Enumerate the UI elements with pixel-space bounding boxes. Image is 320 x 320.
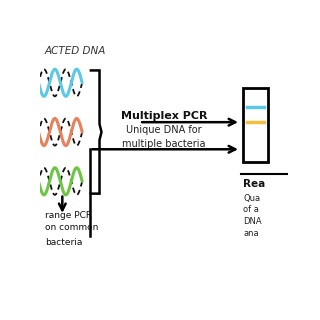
Text: on common: on common — [45, 223, 98, 232]
Text: bacteria: bacteria — [45, 238, 82, 247]
Text: range PCR: range PCR — [45, 211, 92, 220]
Bar — [243, 88, 268, 162]
Text: Qua
of a
DNA
ana: Qua of a DNA ana — [243, 194, 262, 238]
Text: ACTED DNA: ACTED DNA — [45, 46, 106, 56]
Text: Multiplex PCR: Multiplex PCR — [121, 111, 207, 121]
Text: Unique DNA for
multiple bacteria: Unique DNA for multiple bacteria — [122, 125, 206, 148]
Text: Rea: Rea — [243, 179, 266, 189]
